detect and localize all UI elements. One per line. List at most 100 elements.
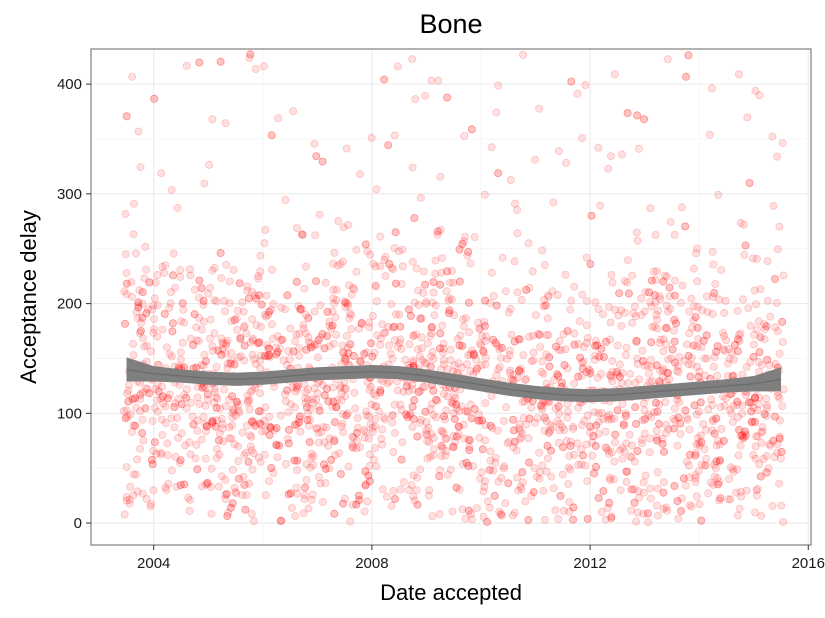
scatter-point — [649, 267, 658, 276]
scatter-point — [466, 367, 475, 376]
grid-lines — [91, 49, 811, 545]
scatter-point — [485, 503, 494, 512]
scatter-point — [125, 499, 134, 508]
scatter-point — [663, 369, 672, 378]
scatter-point — [728, 464, 737, 473]
scatter-point — [627, 441, 636, 450]
scatter-point — [447, 266, 456, 275]
scatter-point — [371, 402, 380, 411]
scatter-point — [292, 420, 301, 429]
scatter-point — [301, 262, 310, 271]
scatter-point — [685, 450, 694, 459]
scatter-point — [612, 368, 621, 377]
scatter-point — [218, 424, 227, 433]
scatter-point — [361, 467, 370, 476]
scatter-point — [194, 336, 203, 345]
scatter-point — [225, 423, 234, 432]
scatter-point — [452, 404, 461, 413]
scatter-point — [363, 378, 372, 387]
y-axis-title: Acceptance delay — [16, 210, 41, 384]
scatter-point — [597, 369, 606, 378]
scatter-point — [513, 229, 522, 238]
scatter-point — [281, 459, 290, 468]
scatter-point — [378, 440, 387, 449]
scatter-point — [437, 426, 446, 435]
scatter-point — [763, 401, 772, 410]
scatter-point — [446, 356, 455, 365]
scatter-point — [170, 403, 179, 412]
scatter-point — [694, 439, 703, 448]
scatter-point — [640, 406, 649, 415]
scatter-point — [700, 354, 709, 363]
scatter-point — [259, 62, 268, 71]
scatter-point — [390, 428, 399, 437]
scatter-point — [255, 291, 264, 300]
scatter-point — [710, 472, 719, 481]
scatter-point — [562, 158, 571, 167]
scatter-point — [513, 473, 522, 482]
scatter-point — [472, 364, 481, 373]
scatter-point — [589, 432, 598, 441]
scatter-point — [293, 466, 302, 475]
scatter-point — [128, 339, 137, 348]
scatter-point — [466, 400, 475, 409]
scatter-point — [674, 413, 683, 422]
scatter-point — [501, 499, 510, 508]
scatter-point — [417, 344, 426, 353]
scatter-point — [538, 461, 547, 470]
scatter-point — [673, 441, 682, 450]
scatter-point — [506, 375, 515, 384]
scatter-point — [515, 366, 524, 375]
scatter-point — [362, 407, 371, 416]
scatter-point — [567, 77, 576, 86]
scatter-point — [206, 482, 215, 491]
scatter-point — [480, 482, 489, 491]
scatter-point — [427, 76, 436, 85]
scatter-point — [275, 441, 284, 450]
scatter-point — [121, 414, 130, 423]
scatter-point — [176, 348, 185, 357]
scatter-point — [775, 222, 784, 231]
scatter-point — [534, 329, 543, 338]
scatter-point — [443, 470, 452, 479]
scatter-point — [464, 247, 473, 256]
scatter-point — [353, 414, 362, 423]
scatter-point — [141, 265, 150, 274]
scatter-point — [580, 416, 589, 425]
scatter-point — [621, 411, 630, 420]
scatter-point — [162, 486, 171, 495]
scatter-point — [631, 378, 640, 387]
scatter-point — [319, 460, 328, 469]
scatter-point — [609, 475, 618, 484]
scatter-point — [620, 276, 629, 285]
scatter-point — [715, 478, 724, 487]
scatter-point — [437, 441, 446, 450]
scatter-point — [368, 423, 377, 432]
scatter-point — [344, 349, 353, 358]
scatter-point — [337, 396, 346, 405]
scatter-point — [254, 339, 263, 348]
scatter-point — [292, 483, 301, 492]
scatter-point — [356, 442, 365, 451]
scatter-point — [201, 357, 210, 366]
scatter-point — [416, 465, 425, 474]
scatter-point — [168, 319, 177, 328]
scatter-point — [750, 330, 759, 339]
scatter-point — [355, 170, 364, 179]
scatter-point — [655, 419, 664, 428]
scatter-point — [685, 473, 694, 482]
scatter-point — [369, 455, 378, 464]
scatter-point — [338, 410, 347, 419]
scatter-point — [691, 448, 700, 457]
y-tick-label: 100 — [57, 405, 82, 422]
scatter-points — [119, 50, 788, 527]
scatter-point — [663, 369, 672, 378]
scatter-point — [366, 250, 375, 259]
scatter-point — [439, 412, 448, 421]
scatter-point — [282, 386, 291, 395]
scatter-point — [421, 280, 430, 289]
scatter-point — [486, 421, 495, 430]
scatter-point — [371, 391, 380, 400]
scatter-point — [538, 357, 547, 366]
scatter-point — [465, 436, 474, 445]
